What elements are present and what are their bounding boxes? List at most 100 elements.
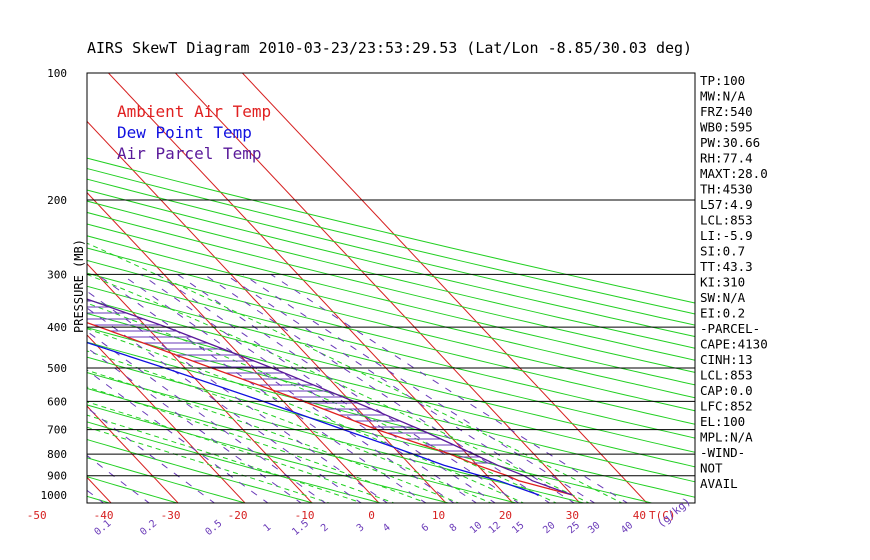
dry-adiabat-line xyxy=(87,157,695,304)
legend: Ambient Air Temp Dew Point Temp Air Parc… xyxy=(117,102,271,163)
dry-adiabat-line xyxy=(87,211,695,361)
ambient-air-temp-line xyxy=(87,321,573,496)
pressure-tick-label: 900 xyxy=(47,470,67,483)
mixing-ratio-line xyxy=(87,290,389,503)
dry-adiabat-line xyxy=(87,285,695,439)
dry-adiabat-lines xyxy=(87,157,695,503)
mixing-ratio-line xyxy=(156,273,497,503)
mixing-ratio-label: 40 xyxy=(619,520,635,536)
mixing-ratio-label: 10 xyxy=(468,520,484,536)
pressure-tick-label: 400 xyxy=(47,321,67,334)
dry-adiabat-line xyxy=(87,223,695,373)
dry-adiabat-line xyxy=(87,372,587,503)
mixing-ratio-line xyxy=(87,347,302,503)
dry-adiabat-line xyxy=(87,200,695,349)
dry-adiabat-line xyxy=(87,247,695,399)
pressure-tick-label: 700 xyxy=(47,424,67,437)
legend-ambient-air-temp: Ambient Air Temp xyxy=(117,102,271,121)
mixing-ratio-label: 0.2 xyxy=(138,518,159,538)
index-text: FRZ:540 xyxy=(700,104,753,119)
moist-adiabat-line xyxy=(87,328,525,503)
index-text: MPL:N/A xyxy=(700,430,753,445)
sounding-profiles xyxy=(87,298,573,496)
isotherm-line xyxy=(0,54,45,504)
mixing-ratio-line xyxy=(224,273,576,503)
mixing-ratio-line xyxy=(87,369,269,503)
cape-hatching xyxy=(87,300,493,464)
index-text: CAP:0.0 xyxy=(700,383,753,398)
dry-adiabat-line xyxy=(87,327,695,483)
bottom-temperature-label: -50 xyxy=(27,509,47,522)
moist-adiabat-line xyxy=(87,369,460,503)
mixing-ratio-label: 6 xyxy=(420,522,432,534)
pressure-tick-label: 500 xyxy=(47,362,67,375)
pressure-tick-label: 200 xyxy=(47,194,67,207)
mixing-ratio-label: 1 xyxy=(262,522,274,534)
mixing-ratio-label: 25 xyxy=(566,520,582,536)
moist-adiabat-line xyxy=(87,386,428,503)
dry-adiabat-line xyxy=(87,178,695,326)
mixing-ratio-label: 12 xyxy=(487,520,503,536)
mixing-ratio-label: 30 xyxy=(586,520,602,536)
index-text: SI:0.7 xyxy=(700,244,745,259)
chart-title: AIRS SkewT Diagram 2010-03-23/23:53:29.5… xyxy=(87,39,692,57)
isotherm-line xyxy=(87,405,179,503)
bottom-temperature-label: -20 xyxy=(228,509,248,522)
index-text: TT:43.3 xyxy=(700,259,753,274)
dry-adiabat-line xyxy=(87,438,315,503)
index-text: CAPE:4130 xyxy=(700,337,768,352)
air-parcel-temp-line xyxy=(87,298,573,496)
index-text: AVAIL xyxy=(700,476,738,491)
mixing-ratio-label: 2 xyxy=(319,522,331,534)
mixing-ratio-line xyxy=(96,273,427,503)
bottom-temperature-label: -40 xyxy=(94,509,114,522)
mixing-ratio-line xyxy=(203,273,551,503)
dry-adiabat-line xyxy=(87,167,695,315)
index-text: MAXT:28.0 xyxy=(700,166,768,181)
pressure-tick-label: 800 xyxy=(47,448,67,461)
index-text: EL:100 xyxy=(700,414,745,429)
index-text: TP:100 xyxy=(700,73,745,88)
mixing-ratio-label: 8 xyxy=(448,522,460,534)
bottom-temperature-label: -30 xyxy=(161,509,181,522)
index-text: -WIND- xyxy=(700,445,745,460)
bottom-temperature-label: 30 xyxy=(566,509,579,522)
bottom-temperature-labels: -50 -40 -30 -20 -10 0 10 20 30 40 xyxy=(27,509,646,522)
index-text: LCL:853 xyxy=(700,368,753,383)
moist-adiabat-line xyxy=(87,414,364,503)
index-text: LI:-5.9 xyxy=(700,228,753,243)
index-text: NOT xyxy=(700,461,723,476)
dry-adiabat-line xyxy=(87,235,695,386)
mixing-ratio-line xyxy=(270,273,629,503)
mixing-ratio-label: 20 xyxy=(541,520,557,536)
index-text: CINH:13 xyxy=(700,352,753,367)
mixing-ratio-label: 3 xyxy=(355,522,367,534)
index-text: WB0:595 xyxy=(700,120,753,135)
moist-adiabat-lines xyxy=(87,242,623,503)
index-text: MW:N/A xyxy=(700,89,746,104)
bottom-temperature-label: 10 xyxy=(432,509,445,522)
pressure-tick-label: 100 xyxy=(47,67,67,80)
index-text: EI:0.2 xyxy=(700,306,745,321)
plot-frame xyxy=(86,72,696,504)
dry-adiabat-line xyxy=(87,189,695,338)
dry-adiabat-line xyxy=(87,259,695,412)
legend-air-parcel-temp: Air Parcel Temp xyxy=(117,144,262,163)
dry-adiabat-line xyxy=(87,356,655,503)
pressure-tick-label: 600 xyxy=(47,395,67,408)
dry-adiabat-line xyxy=(87,312,695,468)
bottom-temperature-label: -10 xyxy=(295,509,315,522)
dry-adiabat-line xyxy=(87,457,247,503)
moist-adiabat-line xyxy=(87,273,591,503)
isotherm-line xyxy=(241,73,648,503)
pressure-tick-label: 300 xyxy=(47,268,67,281)
dew-point-temp-line xyxy=(87,341,540,496)
pressure-tick-labels: 100 200 300 400 500 600 700 800 900 1000 xyxy=(41,67,68,502)
mixing-ratio-label: 15 xyxy=(510,520,526,536)
moist-adiabat-line xyxy=(87,426,331,503)
dry-adiabat-line xyxy=(87,387,519,503)
index-text: LCL:853 xyxy=(700,213,753,228)
index-text: L57:4.9 xyxy=(700,197,753,212)
mixing-ratio-line xyxy=(242,273,596,503)
bottom-temperature-label: 20 xyxy=(499,509,512,522)
